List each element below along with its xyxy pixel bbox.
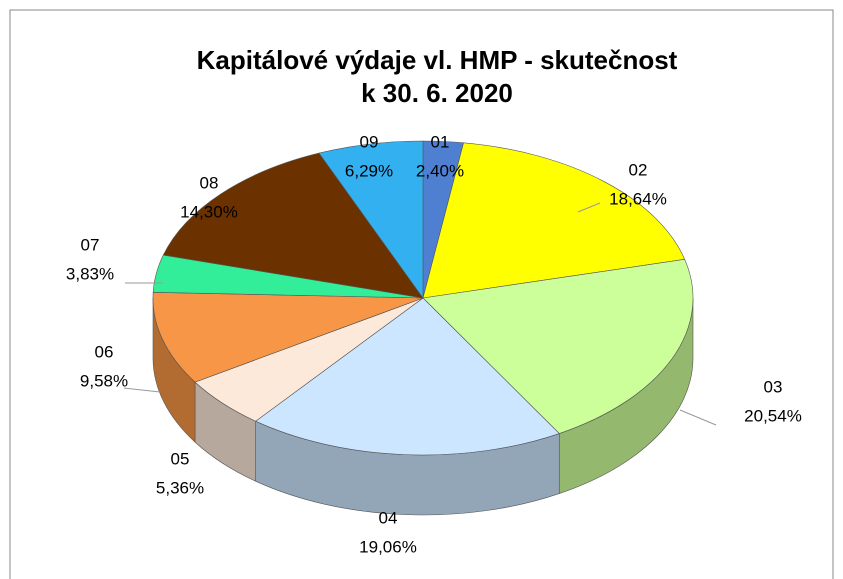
chart-title: k 30. 6. 2020: [361, 78, 513, 108]
category-label: 09: [360, 132, 379, 151]
leader-line: [123, 387, 161, 393]
value-label: 19,06%: [359, 537, 417, 556]
value-label: 5,36%: [156, 478, 204, 497]
category-label: 08: [200, 173, 219, 192]
pie-slice: [422, 259, 694, 434]
pie-slice: [152, 291, 424, 383]
value-label: 20,54%: [744, 406, 802, 425]
category-label: 01: [431, 132, 450, 151]
pie-slice: [255, 297, 560, 456]
value-label: 14,30%: [180, 202, 238, 221]
category-label: 02: [629, 160, 648, 179]
pie-slice: [318, 140, 424, 299]
value-label: 9,58%: [80, 371, 128, 390]
category-label: 03: [764, 377, 783, 396]
pie-slice: [422, 142, 686, 299]
pie-slice: [162, 152, 424, 299]
leader-line: [679, 409, 717, 426]
value-label: 2,40%: [416, 161, 464, 180]
value-label: 18,64%: [609, 189, 667, 208]
value-label: 3,83%: [66, 264, 114, 283]
category-label: 06: [95, 342, 114, 361]
chart-title: Kapitálové výdaje vl. HMP - skutečnost: [197, 45, 678, 75]
category-label: 04: [379, 508, 398, 527]
category-label: 07: [81, 235, 100, 254]
category-label: 05: [171, 449, 190, 468]
leader-line: [577, 202, 601, 213]
value-label: 6,29%: [345, 161, 393, 180]
